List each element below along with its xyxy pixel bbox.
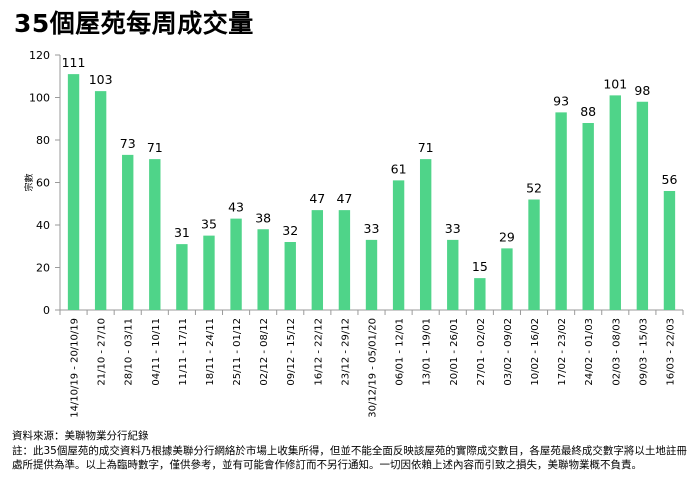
x-tick-label: 21/10 - 27/10 [97,318,108,386]
page-title: 35個屋苑每周成交量 [14,9,254,38]
x-tick-label: 16/12 - 22/12 [313,318,324,386]
x-tick-label: 04/11 - 10/11 [151,318,162,386]
disclaimer-note: 註：此35個屋苑的成交資料乃根據美聯分行網絡於市場上收集所得，但並不能全面反映該… [12,444,687,472]
x-tick-label: 14/10/19 - 20/10/19 [70,318,81,418]
x-tick-label: 09/03 - 15/03 [638,318,649,386]
bar [122,154,134,310]
data-label: 33 [364,221,380,236]
data-label: 47 [309,191,325,206]
footer-notes: 資料來源：美聯物業分行紀錄 註：此35個屋苑的成交資料乃根據美聯分行網絡於市場上… [12,429,692,473]
bar [338,210,351,310]
bar [94,91,107,310]
x-tick-label: 30/12/19 - 05/01/20 [368,318,379,418]
data-label: 101 [603,76,627,91]
x-tick-label: 09/12 - 15/12 [286,318,297,386]
bar [528,199,540,310]
bar [176,244,188,310]
data-label: 35 [201,217,217,232]
data-label: 88 [580,104,596,119]
y-tick-label: 20 [36,262,50,275]
x-tick-label: 10/02 - 16/02 [530,318,541,386]
x-tick-label: 28/10 - 03/11 [124,318,135,386]
x-tick-label: 02/12 - 08/12 [259,318,270,386]
data-label: 71 [147,140,163,155]
data-label: 111 [62,55,86,70]
y-tick-label: 100 [29,92,50,105]
data-label: 43 [228,200,244,215]
bar [67,74,80,310]
x-tick-label: 27/01 - 02/02 [476,318,487,386]
bar [365,239,378,310]
x-tick-label: 11/11 - 17/11 [178,318,189,386]
bar [284,242,296,310]
bar-chart: 0 20 40 60 80 100 120 宗數 111 14/10/19 - 20/10/19 1… [23,49,684,418]
y-tick-label: 0 [43,304,50,317]
data-label: 15 [472,259,488,274]
data-label: 47 [336,191,352,206]
y-axis-title: 宗數 [23,173,35,191]
bar [501,248,513,310]
data-label: 32 [282,223,298,238]
bar [582,123,594,310]
data-label: 33 [445,221,461,236]
y-tick-label: 60 [36,177,50,190]
y-tick-label: 120 [29,49,50,62]
bar [474,278,486,310]
bar [419,159,432,310]
bar [257,229,269,310]
y-tick-label: 80 [36,134,50,147]
x-tick-label: 17/02 - 23/02 [557,318,568,386]
data-label: 29 [499,229,515,244]
x-tick-label: 18/11 - 24/11 [205,318,216,386]
data-label: 31 [174,225,190,240]
bar [203,235,215,310]
bar [555,112,567,310]
x-tick-label: 16/03 - 22/03 [665,318,676,386]
x-tick-label: 06/01 - 12/01 [395,318,406,386]
x-tick-label: 23/12 - 29/12 [340,318,351,386]
bar [230,218,242,310]
bar [149,159,161,310]
bar [392,180,405,310]
data-label: 93 [553,93,569,108]
bar [663,191,676,310]
x-tick-label: 24/02 - 01/03 [584,318,595,386]
data-label: 98 [634,83,650,98]
x-tick-label: 13/01 - 19/01 [422,318,433,386]
data-label: 56 [662,172,678,187]
data-label: 73 [120,136,136,151]
bar [609,95,621,310]
bar [447,239,459,310]
x-tick-label: 02/03 - 08/03 [611,318,622,386]
data-label: 38 [255,210,271,225]
data-label: 103 [89,72,113,87]
y-tick-label: 40 [36,219,50,232]
source-note: 資料來源：美聯物業分行紀錄 [12,430,149,442]
data-label: 61 [391,161,407,176]
data-label: 52 [526,181,542,196]
x-tick-label: 03/02 - 09/02 [503,318,514,386]
bar [636,101,649,310]
data-label: 71 [418,140,434,155]
x-tick-label: 25/11 - 01/12 [232,318,243,386]
bar [311,210,324,310]
x-tick-label: 20/01 - 26/01 [449,318,460,386]
